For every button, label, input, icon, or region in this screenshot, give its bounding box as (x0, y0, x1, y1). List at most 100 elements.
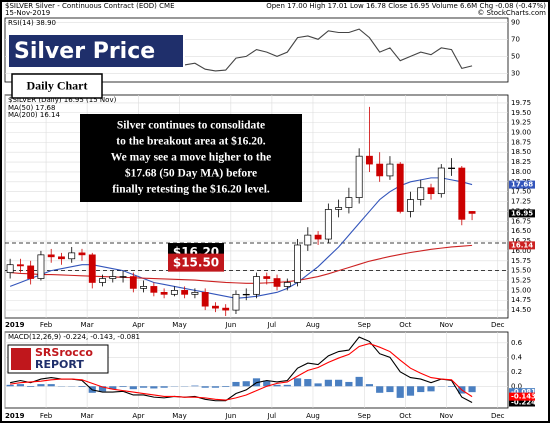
histogram-bar (201, 386, 209, 388)
histogram-bar (98, 386, 107, 392)
candle-body (417, 187, 425, 200)
y-tick-label: 0.0 (511, 382, 522, 390)
y-tick-label: 17.50 (511, 188, 531, 196)
x-tick-label: Feb (40, 321, 53, 329)
histogram-bar (427, 386, 435, 392)
candle-body (27, 265, 35, 279)
x-tick-label: Apr (132, 321, 144, 329)
candle-body (6, 264, 14, 273)
candle-body (160, 291, 168, 295)
candle-body (212, 305, 219, 309)
histogram-bar (191, 385, 199, 387)
histogram-bar (109, 386, 117, 390)
y-tick-label: 17.25 (511, 198, 531, 206)
quote: Open 17.00 High 17.01 Low 16.78 Close 16… (266, 2, 546, 10)
histogram-bar (355, 376, 363, 387)
candle-body (58, 256, 65, 260)
candle-body (263, 276, 271, 279)
candle-body (78, 252, 86, 256)
candle-body (191, 291, 199, 295)
candle-body (396, 163, 404, 212)
series-line (9, 177, 473, 299)
x-tick-label: May (172, 412, 186, 420)
histogram-bar (314, 383, 322, 387)
date: 15-Nov-2019 (5, 9, 50, 17)
symbol: $SILVER Silver - Continuous Contract (EO… (5, 2, 175, 10)
histogram-bar (406, 386, 415, 396)
y-tick-label: 70 (511, 35, 520, 43)
candle-body (16, 264, 24, 267)
candle-body (129, 276, 137, 289)
candle-body (47, 254, 55, 258)
histogram-bar (263, 380, 271, 387)
histogram-bar (78, 386, 86, 388)
histogram-bar (139, 386, 148, 388)
candle-body (253, 276, 260, 295)
histogram-bar (335, 379, 343, 387)
value-tag (509, 388, 535, 397)
histogram-bar (365, 384, 374, 387)
histogram-bar (283, 384, 291, 387)
x-tick-label: Nov (440, 321, 454, 329)
y-tick-label: 18.00 (511, 168, 531, 176)
candle-body (109, 276, 117, 279)
candle-body (314, 234, 322, 240)
histogram-bar (304, 379, 312, 387)
x-tick-label: 2019 (5, 412, 25, 420)
histogram-bar (324, 379, 332, 387)
y-tick-label: 50 (511, 52, 520, 60)
histogram-bar (376, 386, 384, 393)
legend-entry: MA(50) 17.68 (8, 104, 55, 112)
annotation: Silver continues to consolidate to the br… (111, 120, 271, 196)
y-tick-label: 90 (511, 18, 520, 26)
histogram-bar (150, 386, 158, 389)
value-tag-label: 16.95 (511, 209, 533, 217)
subtitle: Daily Chart (27, 78, 88, 92)
candle-body (345, 197, 353, 208)
x-tick-label: May (172, 321, 186, 329)
histogram-bar (417, 386, 425, 393)
x-tick-label: Oct (399, 412, 411, 420)
y-tick-label: 16.75 (511, 217, 531, 225)
panel-title: RSI(14) 38.90 (8, 19, 56, 27)
y-tick-label: 19.50 (511, 109, 531, 117)
x-tick-label: Aug (306, 412, 320, 420)
y-tick-label: 30 (511, 69, 520, 77)
y-tick-label: 15.25 (511, 277, 531, 285)
candle-body (242, 293, 250, 296)
title: Silver Price (14, 39, 155, 64)
x-tick-label: Sep (358, 412, 372, 420)
histogram-bar (27, 386, 35, 388)
histogram-bar (232, 381, 240, 387)
candle-body (335, 207, 343, 210)
histogram-bar (119, 386, 127, 388)
source: © StockCharts.com (477, 9, 546, 17)
panel-title: $SILVER (Daily) 16.95 (15 Nov) (8, 96, 117, 104)
annotation-line: finally retesting the $16.20 level. (112, 183, 270, 196)
candle-body (232, 293, 240, 311)
candle-body (324, 209, 332, 240)
series-line (10, 244, 473, 284)
x-tick-label: Jul (267, 412, 277, 420)
value-tag (509, 241, 535, 250)
annotation-line: to the breakout area at $16.20. (116, 135, 266, 148)
candle-body (170, 290, 178, 295)
y-tick-label: 18.50 (511, 148, 531, 156)
panel-title: MACD(12,26,9) -0.224, -0.143, -0.081 (8, 333, 140, 341)
overlays: Silver Price Daily Chart Silver continue… (7, 33, 302, 374)
value-tag (509, 398, 535, 407)
histogram-bar (160, 386, 168, 388)
y-tick-label: 19.00 (511, 128, 531, 136)
histogram-bar (37, 384, 45, 387)
histogram-bar (16, 384, 24, 387)
annotation-box (80, 114, 302, 202)
series-line (10, 343, 473, 401)
x-tick-label: Nov (440, 412, 454, 420)
value-tag-label: -0.224 (511, 398, 536, 406)
histogram-bar (293, 378, 302, 387)
x-tick-label: Mar (81, 412, 94, 420)
histogram-bar (242, 381, 250, 387)
candle-body (448, 167, 455, 169)
candle-body (427, 187, 435, 195)
